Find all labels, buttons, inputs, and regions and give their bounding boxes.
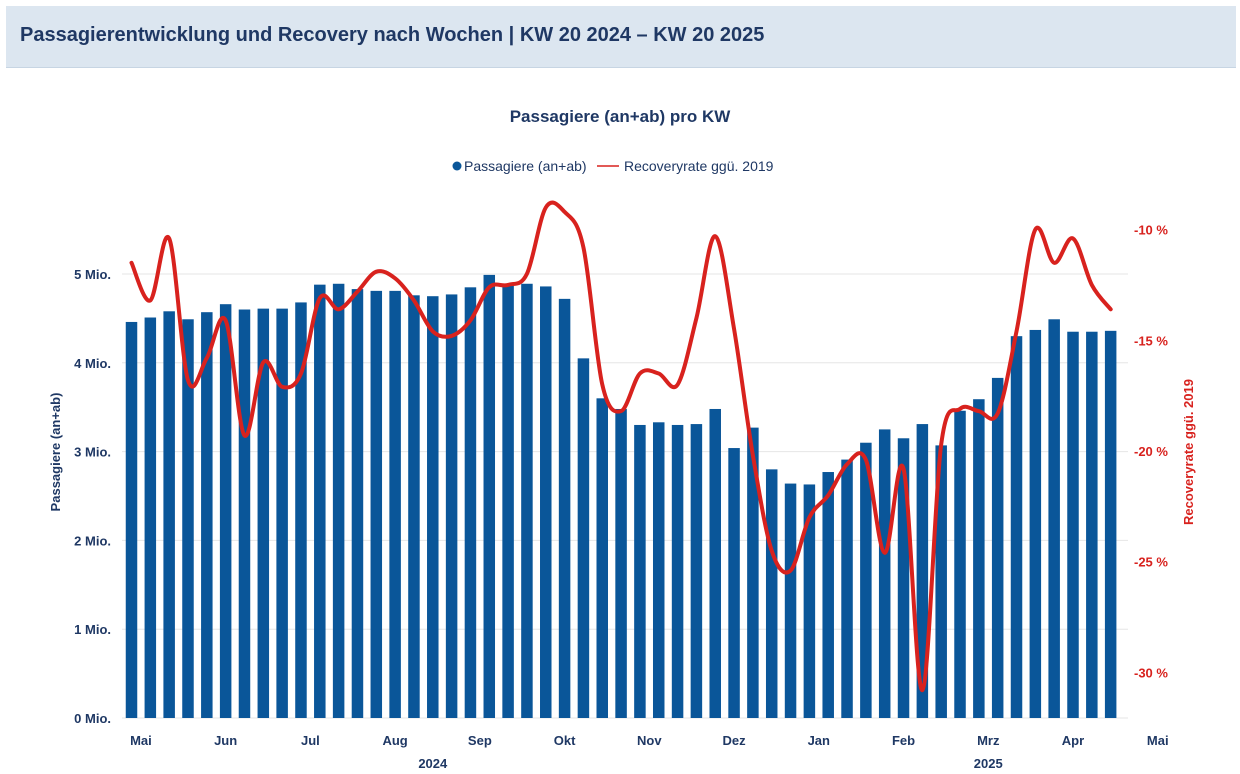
x-month-label: Feb	[892, 733, 915, 748]
left-axis-ticks: 0 Mio. 1 Mio. 2 Mio. 3 Mio. 4 Mio. 5 Mio.	[74, 267, 111, 726]
bar	[916, 424, 929, 718]
bar	[596, 398, 608, 718]
bar	[784, 483, 797, 718]
page-title: Passagierentwicklung und Recovery nach W…	[20, 24, 765, 46]
y-tick-label: 0 Mio.	[74, 711, 111, 726]
bar	[860, 442, 872, 718]
y2-tick-label: -25 %	[1134, 555, 1168, 570]
x-year-label: 2025	[974, 756, 1003, 771]
bar	[878, 429, 891, 718]
x-month-label: Dez	[722, 733, 746, 748]
y-tick-label: 3 Mio.	[74, 445, 111, 460]
right-axis-title: Recoveryrate ggü. 2019	[1181, 379, 1196, 525]
bar	[370, 290, 383, 718]
bar	[238, 309, 251, 718]
y-tick-label: 4 Mio.	[74, 356, 111, 371]
legend-label-line: Recoveryrate ggü. 2019	[624, 158, 774, 174]
x-year-label: 2024	[418, 756, 448, 771]
bar	[615, 408, 627, 718]
bar	[257, 308, 270, 718]
bar	[577, 358, 590, 718]
bar	[125, 321, 138, 718]
bar	[295, 302, 307, 718]
bar	[652, 422, 665, 718]
x-month-label: Sep	[468, 733, 492, 748]
bar	[558, 298, 571, 718]
bar	[728, 448, 740, 718]
bar	[445, 294, 458, 718]
left-axis-title: Passagiere (an+ab)	[48, 393, 63, 512]
bar	[709, 408, 721, 718]
x-month-label: Jan	[808, 733, 830, 748]
bar	[182, 319, 194, 718]
bar	[1086, 331, 1098, 718]
bar	[634, 424, 646, 718]
bar	[1048, 319, 1060, 718]
header-banner: Passagierentwicklung und Recovery nach W…	[6, 6, 1236, 68]
bar	[389, 290, 401, 718]
bar	[276, 308, 288, 718]
y-tick-label: 2 Mio.	[74, 533, 111, 548]
y2-tick-label: -30 %	[1134, 665, 1168, 680]
bar	[822, 472, 834, 718]
bar	[973, 399, 985, 718]
bar	[935, 445, 947, 718]
bar	[163, 311, 175, 718]
bar	[671, 424, 684, 718]
bar	[1104, 330, 1117, 718]
x-month-label: Mrz	[977, 733, 1000, 748]
bar	[144, 317, 157, 718]
y2-tick-label: -20 %	[1134, 444, 1168, 459]
chart-title: Passagiere (an+ab) pro KW	[510, 107, 732, 126]
x-month-label: Jun	[214, 733, 237, 748]
bar	[803, 484, 816, 718]
bar	[314, 284, 326, 718]
bar	[351, 289, 364, 718]
bar	[427, 296, 439, 718]
y-tick-label: 1 Mio.	[74, 622, 111, 637]
bar	[502, 283, 514, 718]
bar	[991, 377, 1004, 718]
bar-series	[125, 274, 1117, 718]
bar	[1067, 331, 1079, 718]
bar	[219, 304, 232, 718]
bar	[540, 286, 552, 718]
bar	[897, 438, 910, 718]
x-month-label: Aug	[382, 733, 407, 748]
bar	[954, 410, 966, 718]
bar	[1029, 329, 1042, 718]
bar	[765, 469, 778, 718]
x-month-label: Mai	[1147, 733, 1169, 748]
legend: Passagiere (an+ab) Recoveryrate ggü. 201…	[452, 158, 774, 174]
bar	[1010, 336, 1023, 718]
x-axis-ticks: Mai Jun Jul Aug Sep Okt Nov Dez Jan Feb Mrz Apr Mai 2…	[130, 733, 1168, 771]
bar	[408, 295, 420, 718]
bar	[690, 424, 703, 718]
y-tick-label: 5 Mio.	[74, 267, 111, 282]
x-month-label: Apr	[1062, 733, 1084, 748]
x-month-label: Mai	[130, 733, 152, 748]
legend-label-bars: Passagiere (an+ab)	[464, 158, 587, 174]
bar	[841, 459, 853, 718]
y2-tick-label: -10 %	[1134, 223, 1168, 238]
bar	[483, 274, 496, 718]
right-axis-ticks: -10 % -15 % -20 % -25 % -30 %	[1134, 223, 1168, 681]
bar	[464, 287, 477, 718]
recovery-line	[129, 200, 1113, 693]
x-month-label: Jul	[301, 733, 320, 748]
bar	[201, 312, 213, 718]
x-month-label: Nov	[637, 733, 662, 748]
legend-marker-bars	[452, 161, 462, 171]
x-month-label: Okt	[554, 733, 576, 748]
y2-tick-label: -15 %	[1134, 333, 1168, 348]
bar	[332, 283, 345, 718]
bar	[747, 427, 759, 718]
bar	[521, 283, 533, 718]
